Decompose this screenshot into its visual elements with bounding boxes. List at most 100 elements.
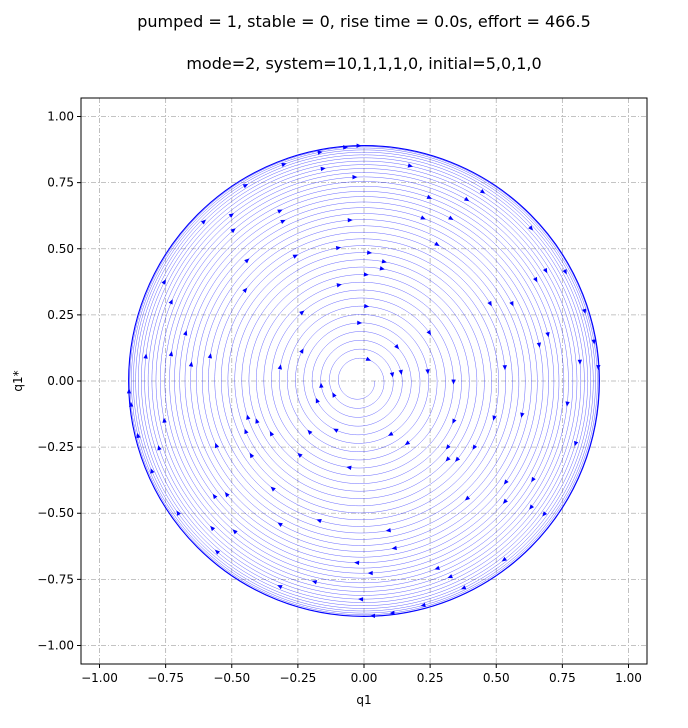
direction-arrow [212,493,218,500]
direction-arrow [434,565,440,570]
direction-arrow [356,143,362,148]
direction-arrow [370,613,376,619]
direction-arrow [277,364,283,370]
direction-arrow [188,361,194,367]
direction-arrow [168,299,173,305]
direction-arrow [574,440,579,447]
direction-arrow [533,276,538,283]
direction-arrow [242,287,248,293]
direction-arrow [445,444,451,450]
direction-arrow [545,331,550,338]
direction-arrow [207,353,213,359]
direction-arrow [420,215,426,220]
direction-arrow [299,310,305,316]
direction-arrow [460,585,467,590]
direction-arrow [333,428,339,433]
direction-arrow [316,519,322,524]
y-tick-label: −0.50 [37,506,74,520]
direction-arrow [311,580,318,585]
direction-arrow [343,145,349,150]
direction-arrow [214,442,220,449]
direction-arrow [542,267,548,274]
direction-arrow [246,414,251,420]
direction-arrow [520,412,525,418]
direction-arrow [426,329,432,336]
direction-arrow [367,570,373,576]
direction-arrow [336,283,342,288]
direction-arrow [357,320,363,326]
direction-arrow [281,162,287,168]
direction-arrow [463,196,470,202]
direction-arrow [354,560,360,566]
direction-arrow [352,174,358,180]
direction-arrow [299,348,304,354]
direction-arrow [277,522,283,527]
direction-arrow [176,510,181,516]
direction-arrow [126,388,132,394]
x-tick-label: −1.00 [81,671,118,685]
direction-arrow [244,258,250,264]
direction-arrow [407,163,413,168]
plot-area [126,143,601,619]
direction-arrow [391,545,397,551]
direction-arrow [447,574,453,579]
x-tick-label: −0.75 [147,671,184,685]
direction-arrow [501,556,508,562]
direction-arrow [307,429,313,435]
direction-arrow [479,188,486,194]
direction-arrow [230,228,236,234]
direction-arrow [445,456,451,462]
x-tick-label: 1.00 [615,671,642,685]
direction-arrow [398,369,403,375]
direction-arrow [224,492,230,498]
direction-arrow [332,392,337,398]
x-tick-label: 0.00 [351,671,378,685]
x-tick-label: 0.50 [483,671,510,685]
direction-arrow [448,215,454,221]
direction-arrow [565,401,570,407]
direction-arrow [335,245,342,251]
trajectory-line [128,145,600,617]
direction-arrow [562,269,567,275]
direction-arrow [464,495,471,501]
y-axis-label: q1* [11,370,25,391]
limit-cycle [128,145,600,617]
direction-arrow [455,456,461,462]
direction-arrow [244,428,249,435]
direction-arrow [347,217,353,223]
direction-arrow [531,476,536,483]
direction-arrow [277,585,283,590]
y-tick-label: 0.00 [47,374,74,388]
direction-arrow [426,194,433,199]
direction-arrow [255,418,260,424]
direction-arrow [277,209,283,214]
y-tick-label: 0.50 [47,242,74,256]
direction-arrow [528,225,534,231]
direction-arrow [509,300,514,307]
direction-arrow [214,549,221,555]
direction-arrow [242,183,249,189]
direction-arrow [320,166,326,172]
direction-arrow [346,465,352,470]
y-tick-label: 1.00 [47,110,74,124]
x-tick-label: −0.25 [279,671,316,685]
direction-arrow [502,365,507,371]
direction-arrow [150,468,155,474]
direction-arrow [404,440,411,446]
x-axis-label: q1 [356,693,371,707]
direction-arrow [529,504,535,510]
x-tick-label: −0.50 [213,671,250,685]
y-tick-label: −1.00 [37,638,74,652]
direction-arrow [389,610,395,616]
direction-arrow [389,372,395,378]
direction-arrow [161,279,166,285]
direction-arrow [387,431,394,436]
direction-arrow [317,150,323,155]
y-tick-label: −0.75 [37,572,74,586]
direction-arrow [162,417,167,423]
grid [81,98,647,664]
direction-arrow [503,479,509,485]
y-tick-label: 0.25 [47,308,74,322]
direction-arrow [315,397,320,404]
